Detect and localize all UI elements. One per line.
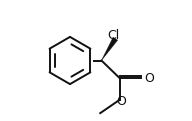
Polygon shape — [101, 37, 118, 60]
Text: O: O — [117, 95, 126, 108]
Text: O: O — [144, 72, 154, 85]
Text: Cl: Cl — [107, 29, 119, 42]
